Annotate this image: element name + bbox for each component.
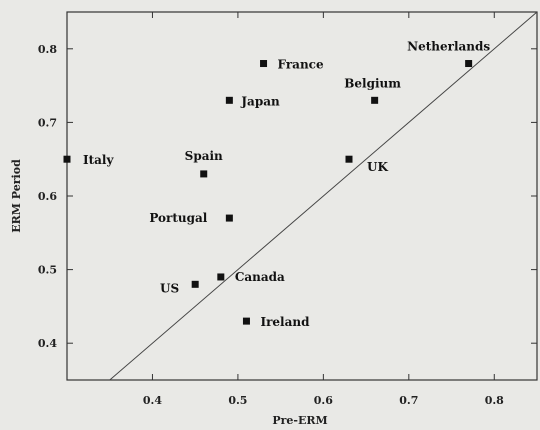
data-point-marker — [465, 60, 473, 68]
data-point-marker — [217, 273, 225, 281]
data-points: Italy France Japan Spain Portugal US Canada Ire… — [63, 40, 490, 329]
data-point-marker — [371, 96, 379, 104]
x-tick-label: 0.6 — [314, 394, 333, 407]
data-point-label: Spain — [185, 149, 223, 163]
data-point-label: Japan — [240, 94, 280, 108]
y-tick-label: 0.5 — [38, 264, 57, 277]
x-tick-label: 0.4 — [143, 394, 162, 407]
data-point-marker — [345, 155, 353, 163]
data-point-marker — [200, 170, 208, 178]
data-point-label: France — [278, 58, 324, 72]
data-point-marker — [260, 60, 268, 68]
data-point-label: Ireland — [260, 315, 310, 329]
data-point-marker — [191, 280, 199, 288]
data-point-marker — [225, 96, 233, 104]
reference-line — [109, 11, 538, 381]
x-tick-label: 0.5 — [228, 394, 247, 407]
data-point-marker — [242, 317, 250, 325]
x-tick-label: 0.8 — [485, 394, 504, 407]
data-point-label: US — [160, 281, 179, 295]
data-point-label: Portugal — [149, 211, 207, 225]
data-point-label: Italy — [83, 153, 114, 167]
y-tick-label: 0.4 — [38, 337, 57, 350]
x-axis-ticks: 0.4 0.5 0.6 0.7 0.8 — [143, 12, 504, 407]
data-point-label: Netherlands — [407, 40, 490, 54]
data-point-marker — [225, 214, 233, 222]
y-tick-label: 0.7 — [38, 116, 57, 129]
data-point-label: Canada — [235, 270, 285, 284]
x-axis-title: Pre-ERM — [272, 414, 327, 427]
data-point-label: UK — [367, 160, 388, 174]
data-point-label: Belgium — [344, 76, 401, 90]
y-axis-title: ERM Period — [10, 159, 23, 233]
y-tick-label: 0.6 — [38, 190, 57, 203]
x-tick-label: 0.7 — [399, 394, 418, 407]
y-axis-ticks: 0.4 0.5 0.6 0.7 0.8 — [38, 43, 537, 350]
data-point-marker — [63, 155, 71, 163]
y-tick-label: 0.8 — [38, 43, 57, 56]
